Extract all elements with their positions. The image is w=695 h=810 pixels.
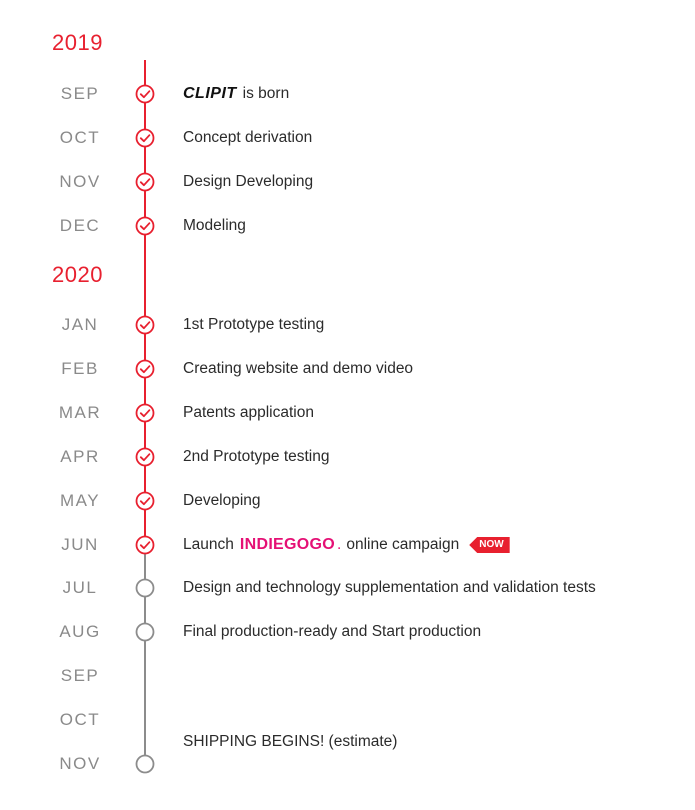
milestone-text: Concept derivation — [183, 129, 313, 146]
check-circle-icon — [135, 359, 155, 379]
check-circle-icon — [135, 172, 155, 192]
check-circle-icon — [135, 491, 155, 511]
milestone-text: Design Developing — [183, 173, 314, 190]
timeline-line-done — [144, 60, 146, 546]
month-label: SEP — [60, 84, 100, 103]
milestone-text: Design and technology supplementation an… — [183, 579, 596, 596]
milestone-text: CLIPIT is born — [183, 85, 290, 102]
month-label: NOV — [59, 754, 101, 773]
month-label: OCT — [59, 128, 101, 147]
check-circle-icon — [135, 403, 155, 423]
milestone-text: Launch INDIEGOGO. online campaign NOW — [183, 536, 510, 554]
check-circle-icon — [135, 216, 155, 236]
milestone-text: 2nd Prototype testing — [183, 448, 330, 465]
check-circle-icon — [135, 315, 155, 335]
check-circle-icon — [135, 84, 155, 104]
month-label: MAY — [59, 491, 101, 510]
month-label: AUG — [59, 622, 101, 641]
month-label: JAN — [61, 315, 99, 334]
milestone-text: Patents application — [183, 404, 314, 421]
month-label: SEP — [60, 666, 100, 685]
month-label: JUL — [62, 578, 98, 597]
year-heading-2019: 2019 — [52, 30, 103, 55]
check-circle-icon — [135, 535, 155, 555]
month-label: OCT — [59, 710, 101, 729]
milestone-text: Creating website and demo video — [183, 360, 414, 377]
circle-icon — [135, 578, 155, 598]
month-label: JUN — [61, 535, 99, 554]
timeline-line-pending — [144, 546, 146, 764]
milestone-text: Modeling — [183, 217, 246, 234]
month-label: DEC — [59, 216, 101, 235]
check-circle-icon — [135, 128, 155, 148]
circle-icon — [135, 754, 155, 774]
month-label: NOV — [59, 172, 101, 191]
check-circle-icon — [135, 447, 155, 467]
indiegogo-dot: . — [337, 536, 342, 553]
month-label: APR — [60, 447, 100, 466]
milestone-text: Final production-ready and Start product… — [183, 623, 482, 640]
milestone-text: 1st Prototype testing — [183, 316, 325, 333]
year-heading-2020: 2020 — [52, 262, 103, 287]
circle-icon — [135, 622, 155, 642]
month-label: MAR — [58, 403, 102, 422]
now-badge: NOW — [469, 537, 510, 553]
month-label: FEB — [61, 359, 99, 378]
indiegogo-logo: INDIEGOGO — [239, 536, 336, 553]
milestone-text: SHIPPING BEGINS! (estimate) — [183, 733, 398, 750]
milestone-text: Developing — [183, 492, 261, 509]
clipit-logo: CLIPIT — [183, 85, 237, 102]
